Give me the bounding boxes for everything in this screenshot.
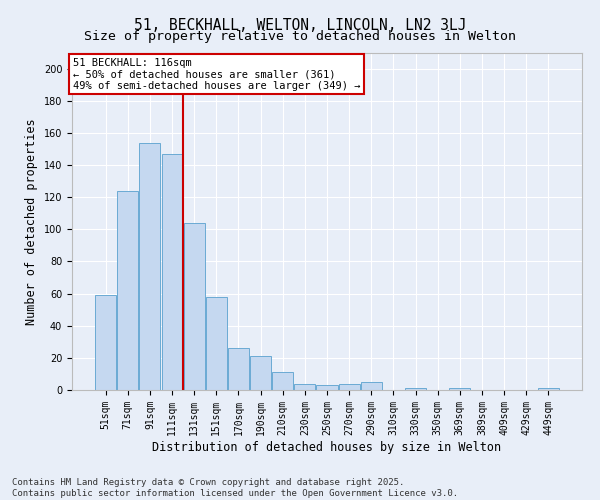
- Bar: [161, 154, 182, 390]
- Bar: [538, 388, 559, 390]
- Bar: [295, 384, 316, 390]
- Bar: [184, 223, 205, 390]
- Text: 51 BECKHALL: 116sqm
← 50% of detached houses are smaller (361)
49% of semi-detac: 51 BECKHALL: 116sqm ← 50% of detached ho…: [73, 58, 361, 91]
- Bar: [338, 384, 359, 390]
- Text: 51, BECKHALL, WELTON, LINCOLN, LN2 3LJ: 51, BECKHALL, WELTON, LINCOLN, LN2 3LJ: [134, 18, 466, 32]
- Bar: [272, 372, 293, 390]
- Bar: [118, 190, 139, 390]
- Bar: [316, 385, 338, 390]
- Bar: [250, 356, 271, 390]
- Text: Contains HM Land Registry data © Crown copyright and database right 2025.
Contai: Contains HM Land Registry data © Crown c…: [12, 478, 458, 498]
- Bar: [405, 388, 426, 390]
- Bar: [361, 382, 382, 390]
- Bar: [449, 388, 470, 390]
- Bar: [95, 295, 116, 390]
- Bar: [206, 297, 227, 390]
- Y-axis label: Number of detached properties: Number of detached properties: [25, 118, 38, 324]
- Bar: [228, 348, 249, 390]
- Bar: [139, 142, 160, 390]
- Text: Size of property relative to detached houses in Welton: Size of property relative to detached ho…: [84, 30, 516, 43]
- X-axis label: Distribution of detached houses by size in Welton: Distribution of detached houses by size …: [152, 440, 502, 454]
